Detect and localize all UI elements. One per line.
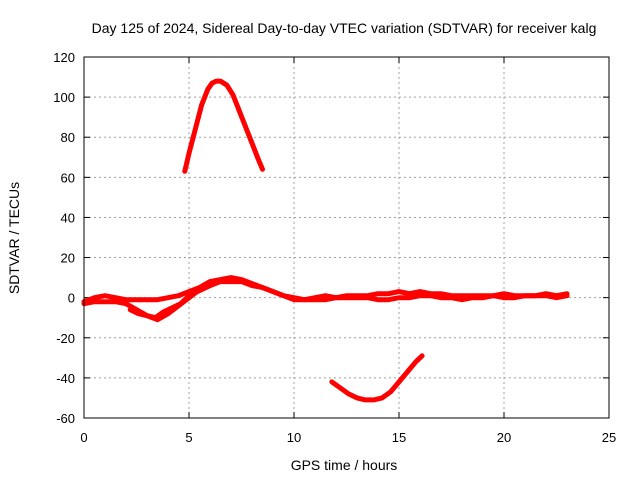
y-axis-label: SDTVAR / TECUs	[6, 182, 22, 294]
x-tick-label: 20	[497, 430, 511, 445]
plot-frame	[83, 56, 610, 419]
series-negative-arc	[329, 353, 425, 403]
y-tick-label: 20	[61, 251, 75, 266]
y-tick-label: 100	[53, 90, 75, 105]
x-tick-label: 15	[392, 430, 406, 445]
axis-ticks: -60 -40 -20 0 20 40 60 80 100 120 0 5 10 15 20 25	[53, 50, 616, 445]
x-tick-label: 25	[602, 430, 616, 445]
y-tick-label: -40	[56, 371, 75, 386]
series-baseline-b	[81, 279, 570, 323]
x-axis-label: GPS time / hours	[291, 457, 398, 473]
y-tick-label: 120	[53, 50, 75, 65]
series-baseline-c	[127, 281, 217, 321]
chart-title: Day 125 of 2024, Sidereal Day-to-day VTE…	[92, 20, 597, 36]
y-tick-label: 40	[61, 210, 75, 225]
y-tick-label: 80	[61, 130, 75, 145]
y-tick-label: -20	[56, 331, 75, 346]
y-tick-label: -60	[56, 411, 75, 426]
series-positive-arc	[182, 78, 265, 174]
x-tick-label: 5	[185, 430, 192, 445]
data-series	[81, 78, 570, 403]
y-tick-label: 60	[61, 170, 75, 185]
x-tick-label: 0	[80, 430, 87, 445]
x-tick-label: 10	[287, 430, 301, 445]
y-tick-label: 0	[68, 291, 75, 306]
grid-lines	[83, 56, 610, 419]
